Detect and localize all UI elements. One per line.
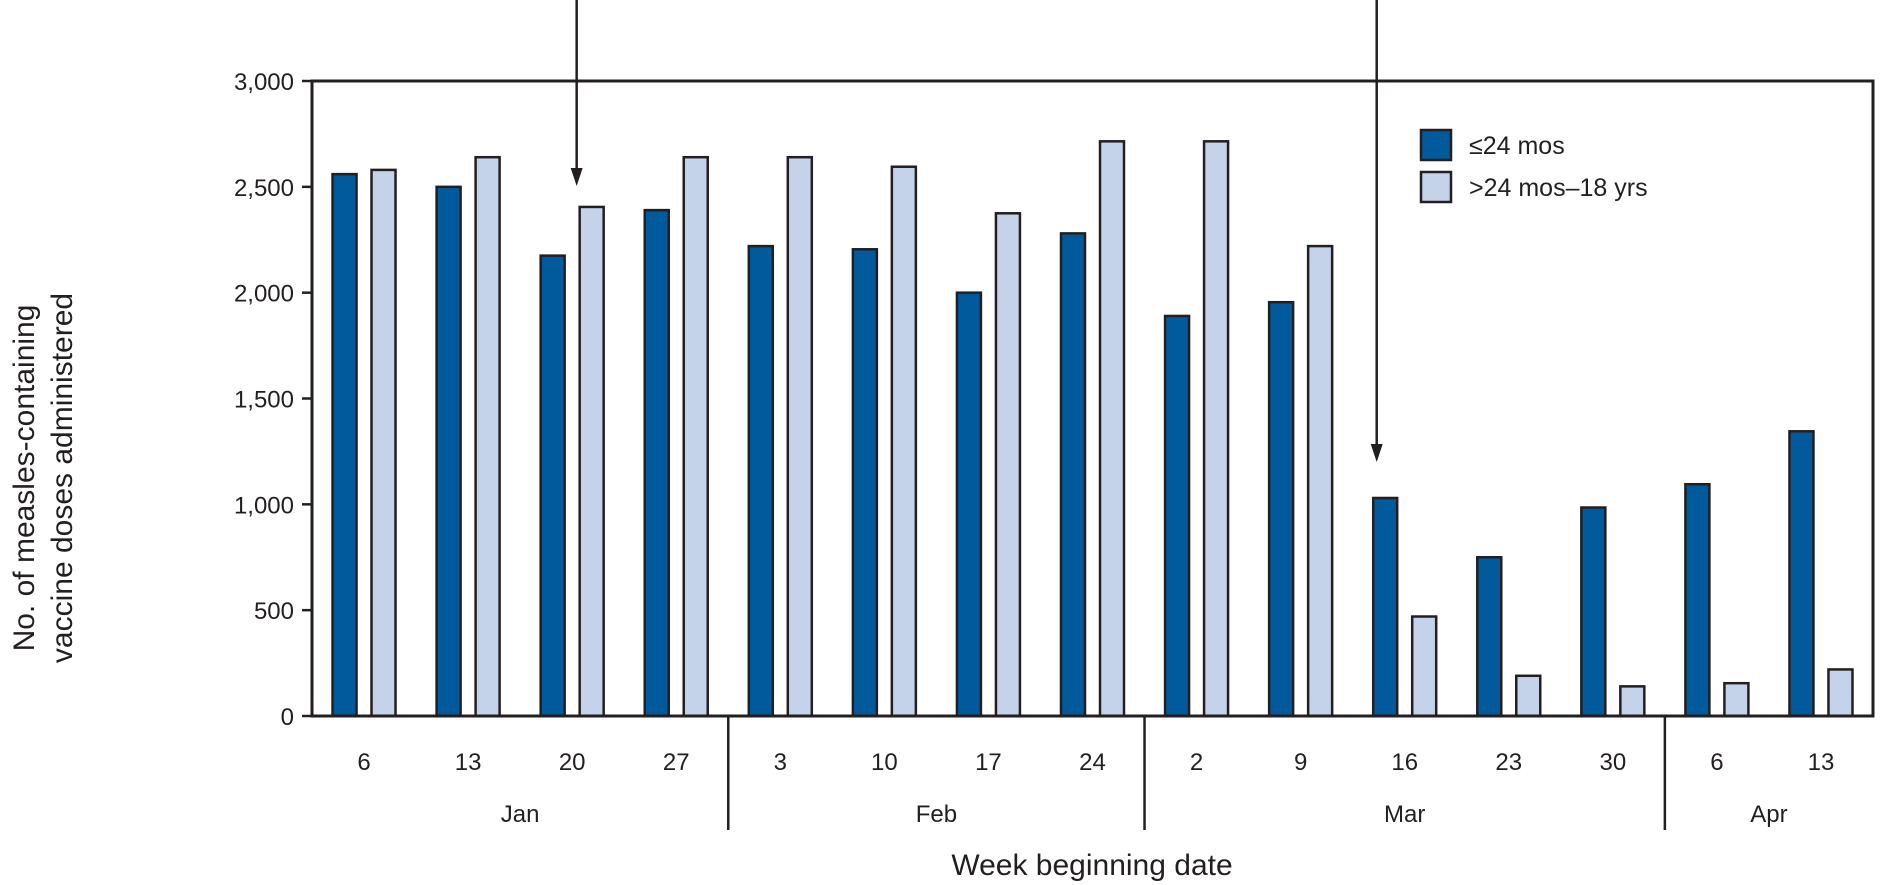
bar-over-24-mos-14 bbox=[1827, 668, 1854, 718]
bar-under-24-mos-3 bbox=[643, 208, 670, 718]
bar-under-24-mos-9 bbox=[1267, 300, 1295, 718]
x-axis-title: Week beginning date bbox=[951, 849, 1232, 882]
bar-over-24-mos-4 bbox=[786, 155, 814, 718]
bar-over-24-mos-2 bbox=[578, 205, 605, 718]
legend-label: ≤24 mos bbox=[1469, 132, 1565, 160]
bar-under-24-mos-5 bbox=[851, 248, 879, 718]
y-tick-label: 1,000 bbox=[234, 492, 294, 519]
bar-over-24-mos-9 bbox=[1306, 244, 1334, 718]
x-tick-label: 24 bbox=[1079, 749, 1106, 776]
y-axis-title-line-1: No. of measles-containing bbox=[8, 305, 41, 652]
annotations bbox=[570, 0, 1383, 462]
arrow-annotation bbox=[570, 0, 583, 186]
plot-frame bbox=[310, 79, 1875, 718]
x-tick-label: 23 bbox=[1495, 749, 1522, 776]
x-tick-label: 6 bbox=[357, 749, 370, 776]
x-tick-label: 9 bbox=[1294, 749, 1307, 776]
x-tick-label: 13 bbox=[1808, 749, 1835, 776]
legend: ≤24 mos >24 mos–18 yrs bbox=[1419, 128, 1648, 204]
bar-over-24-mos-13 bbox=[1723, 681, 1750, 718]
legend-label: >24 mos–18 yrs bbox=[1469, 174, 1648, 202]
bar-under-24-mos-2 bbox=[539, 254, 566, 718]
bars bbox=[331, 140, 1854, 718]
y-axis-title: No. of measles-containing vaccine doses … bbox=[8, 293, 79, 663]
bar-under-24-mos-0 bbox=[331, 172, 358, 718]
legend-swatch bbox=[1419, 170, 1453, 204]
legend-swatch bbox=[1419, 128, 1453, 162]
bar-over-24-mos-1 bbox=[474, 155, 501, 718]
x-tick-label: 30 bbox=[1599, 749, 1626, 776]
bar-under-24-mos-4 bbox=[747, 244, 775, 718]
bar-under-24-mos-7 bbox=[1059, 232, 1087, 718]
bar-over-24-mos-3 bbox=[682, 155, 709, 718]
month-label: Mar bbox=[1384, 801, 1425, 828]
y-tick-label: 2,500 bbox=[234, 175, 294, 202]
x-tick-label: 17 bbox=[975, 749, 1002, 776]
x-tick-label: 13 bbox=[455, 749, 482, 776]
month-label: Jan bbox=[501, 801, 540, 828]
x-tick-label: 20 bbox=[559, 749, 586, 776]
y-tick-label: 0 bbox=[281, 704, 294, 731]
y-axis-title-line-2: vaccine doses administered bbox=[46, 293, 79, 663]
y-tick-label: 2,000 bbox=[234, 281, 294, 308]
bar-over-24-mos-7 bbox=[1098, 140, 1126, 718]
x-tick-label: 6 bbox=[1710, 749, 1723, 776]
bar-over-24-mos-6 bbox=[994, 212, 1022, 718]
x-tick-label: 2 bbox=[1190, 749, 1203, 776]
bar-over-24-mos-11 bbox=[1515, 674, 1542, 718]
bar-under-24-mos-6 bbox=[955, 291, 983, 718]
bar-under-24-mos-11 bbox=[1476, 556, 1503, 718]
bar-under-24-mos-8 bbox=[1163, 314, 1191, 718]
bar-over-24-mos-12 bbox=[1619, 685, 1646, 718]
month-label: Apr bbox=[1750, 801, 1787, 828]
month-label: Feb bbox=[916, 801, 957, 828]
bar-under-24-mos-13 bbox=[1684, 482, 1711, 718]
x-tick-label: 16 bbox=[1391, 749, 1418, 776]
bar-over-24-mos-0 bbox=[370, 168, 397, 718]
bar-over-24-mos-8 bbox=[1202, 140, 1230, 718]
x-tick-label: 3 bbox=[774, 749, 787, 776]
x-tick-label: 10 bbox=[871, 749, 898, 776]
bar-over-24-mos-5 bbox=[890, 165, 918, 718]
y-tick-label: 1,500 bbox=[234, 387, 294, 414]
x-axis: 6 13 20 27 3 10 17 24 2 9 16 23 30 6 13 Jan Feb Mar Apr bbox=[357, 716, 1834, 830]
bar-under-24-mos-14 bbox=[1788, 430, 1815, 718]
y-tick-label: 3,000 bbox=[234, 69, 294, 96]
y-axis: 0 500 1,000 1,500 2,000 2,500 3,000 bbox=[234, 69, 312, 731]
bar-over-24-mos-10 bbox=[1410, 615, 1438, 718]
bar-under-24-mos-1 bbox=[435, 185, 462, 718]
bar-under-24-mos-10 bbox=[1371, 496, 1399, 718]
bar-under-24-mos-12 bbox=[1580, 506, 1607, 718]
y-tick-label: 500 bbox=[254, 598, 294, 625]
x-tick-label: 27 bbox=[663, 749, 690, 776]
arrow-annotation bbox=[1370, 0, 1383, 462]
